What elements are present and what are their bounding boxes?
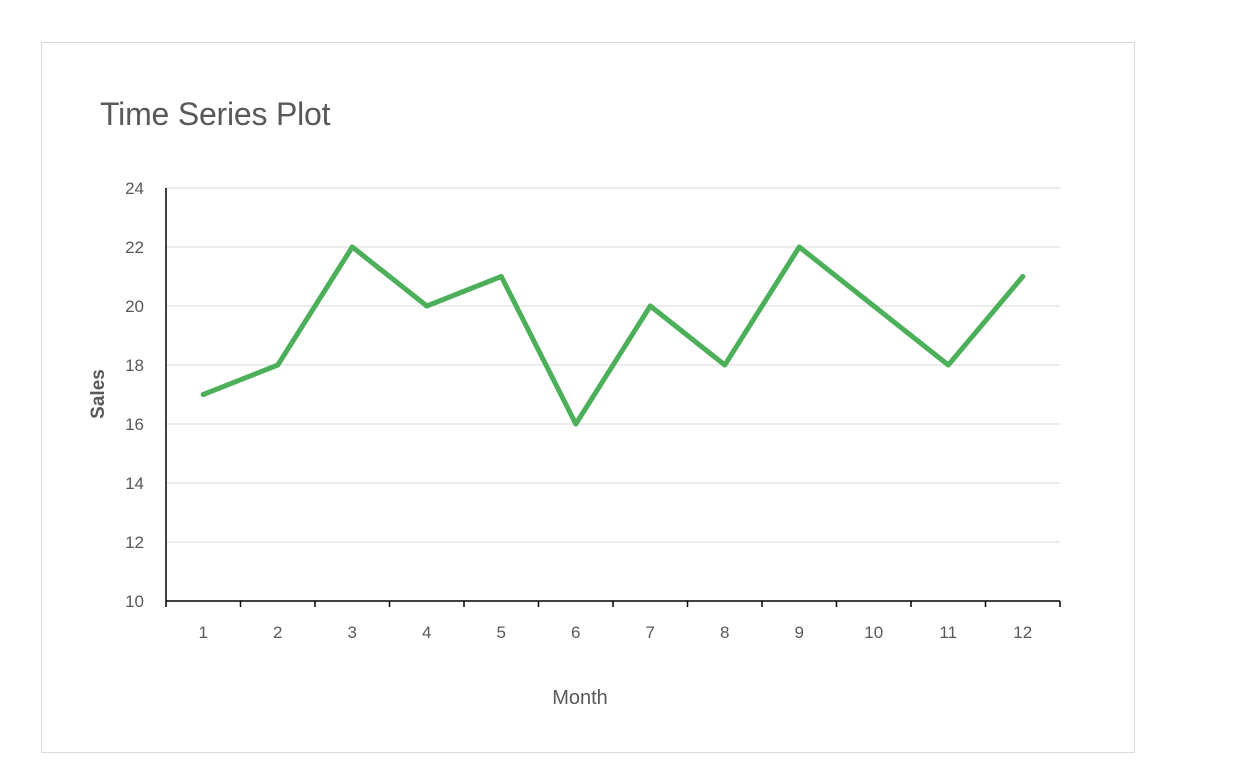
data-point — [498, 274, 504, 279]
x-tick-label: 12 — [1013, 623, 1032, 642]
data-point — [945, 362, 951, 368]
axes — [165, 188, 1061, 607]
x-tick-label: 9 — [795, 623, 804, 642]
series-line — [200, 244, 1026, 427]
x-tick-label: 3 — [348, 623, 357, 642]
y-tick-label: 24 — [125, 179, 144, 198]
series-layer — [200, 244, 1026, 427]
x-axis-title: Month — [552, 687, 608, 709]
x-tick-label: 1 — [199, 623, 208, 642]
chart-title: Time Series Plot — [100, 96, 331, 132]
data-point — [200, 392, 206, 397]
data-point — [722, 362, 728, 368]
y-tick-label: 10 — [125, 592, 144, 611]
y-tick-label: 18 — [125, 356, 144, 375]
y-tick-label: 22 — [125, 238, 144, 257]
y-tick-label: 20 — [125, 297, 144, 316]
y-tick-label: 16 — [125, 415, 144, 434]
data-point — [1020, 274, 1026, 279]
x-tick-label: 5 — [497, 623, 506, 642]
x-tick-label: 2 — [273, 623, 282, 642]
x-tick-label: 10 — [864, 623, 883, 642]
x-tick-label: 6 — [571, 623, 580, 642]
y-tick-labels: 10 12 14 16 18 20 22 24 — [125, 179, 144, 611]
data-point — [275, 362, 281, 368]
chart-frame — [41, 42, 1135, 753]
x-tick-label: 7 — [646, 623, 655, 642]
x-tick-label: 4 — [422, 623, 431, 642]
gridlines — [166, 187, 1060, 543]
y-tick-label: 14 — [125, 474, 144, 493]
x-tick-label: 8 — [720, 623, 729, 642]
x-tick-label: 11 — [939, 623, 957, 642]
y-axis-title: Sales — [88, 369, 109, 419]
x-tick-labels: 1 2 3 4 5 6 7 8 9 10 11 12 — [199, 623, 1033, 642]
y-tick-label: 12 — [125, 533, 144, 552]
data-point — [573, 421, 579, 427]
data-point — [871, 303, 877, 309]
data-point — [349, 244, 355, 250]
data-point — [424, 303, 430, 309]
data-point — [796, 244, 802, 250]
data-point — [647, 303, 653, 309]
